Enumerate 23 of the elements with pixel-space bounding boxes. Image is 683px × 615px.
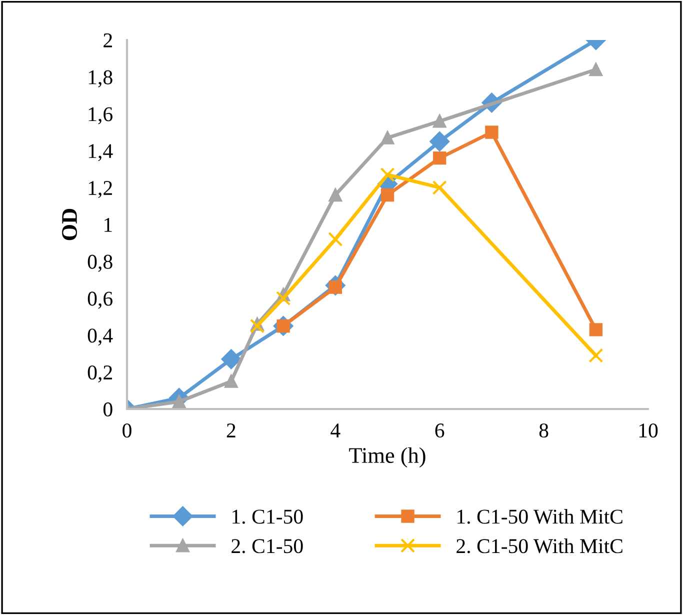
y-tick-label: 1,8 bbox=[88, 70, 112, 88]
y-tick-label: 1 bbox=[104, 218, 112, 232]
y-tick-label: 0,4 bbox=[88, 328, 113, 346]
legend-label: 1. C1-50 bbox=[232, 510, 303, 524]
y-axis-title: OD bbox=[62, 208, 77, 240]
x-tick-label: 6 bbox=[435, 424, 444, 438]
legend-label: 2. C1-50 With MitC bbox=[456, 538, 622, 554]
y-tick-label: 0,8 bbox=[88, 254, 112, 272]
y-tick-label: 1,4 bbox=[88, 144, 113, 162]
legend-label: 1. C1-50 With MitC bbox=[458, 509, 622, 524]
legend-label: 2. C1-50 bbox=[232, 539, 303, 554]
y-tick-label: 2 bbox=[104, 33, 112, 48]
y-tick-label: 0 bbox=[103, 402, 112, 416]
y-tick-label: 1,2 bbox=[88, 181, 112, 198]
x-tick-label: 10 bbox=[639, 423, 658, 438]
x-tick-label: 4 bbox=[330, 424, 340, 438]
x-tick-label: 8 bbox=[539, 423, 548, 438]
y-tick-label: 0,6 bbox=[88, 292, 112, 309]
y-tick-label: 0,2 bbox=[88, 365, 112, 383]
y-tick-label: 1,6 bbox=[88, 107, 112, 124]
x-tick-label: 2 bbox=[226, 424, 236, 438]
x-tick-label: 0 bbox=[122, 423, 132, 438]
x-axis-title: Time (h) bbox=[349, 447, 426, 468]
